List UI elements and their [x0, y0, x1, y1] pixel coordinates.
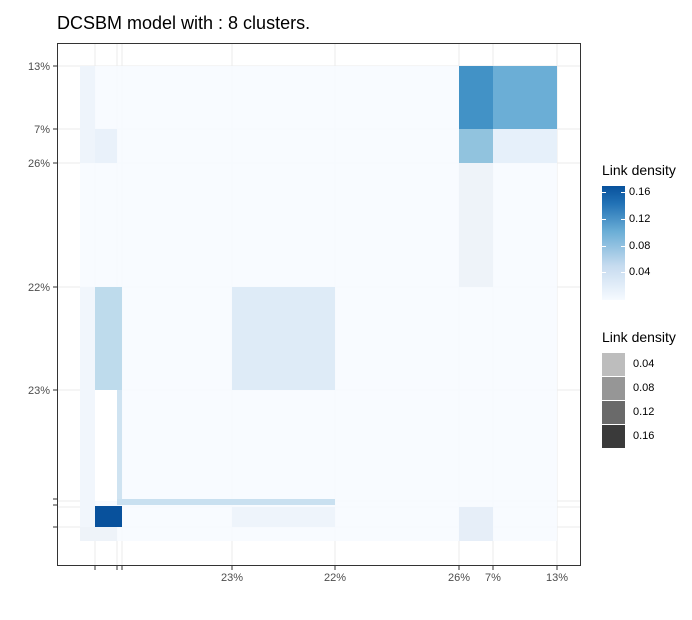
heatmap-cells — [80, 66, 557, 541]
y-tick-label: 13% — [28, 61, 50, 73]
heatmap-cell — [117, 390, 122, 501]
heatmap-cell — [80, 66, 95, 163]
legend-alpha-swatch — [602, 353, 625, 376]
y-tick-label: 7% — [34, 124, 50, 136]
heatmap-cell — [95, 390, 117, 501]
legend-alpha-label: 0.12 — [633, 406, 655, 418]
y-tick-label: 22% — [28, 282, 50, 294]
heatmap-cell — [459, 163, 493, 287]
legend-alpha-swatch — [602, 425, 625, 448]
x-tick-label: 7% — [485, 572, 501, 584]
y-tick-label: 26% — [28, 158, 50, 170]
legend-alpha-label: 0.04 — [633, 358, 655, 370]
legend-alpha-swatch — [602, 401, 625, 424]
heatmap-cell — [117, 499, 335, 505]
legend-alpha-label: 0.08 — [633, 382, 655, 394]
heatmap-cell — [232, 507, 335, 527]
panel-border — [57, 43, 581, 566]
legend-fill-tick: 0.12 — [629, 213, 651, 225]
y-tick-label: 23% — [28, 385, 50, 397]
x-tick-label: 26% — [448, 572, 470, 584]
chart-title: DCSBM model with : 8 clusters. — [57, 13, 311, 33]
legend-alpha-swatch — [602, 377, 625, 400]
legend-alpha: Link density 0.04 0.08 0.12 0.16 — [602, 329, 676, 448]
heatmap-cell — [95, 129, 117, 163]
legend-colorbar — [602, 186, 625, 300]
y-axis-ticks: 13% 7% 26% 22% 23% — [28, 61, 57, 528]
x-tick-label: 22% — [324, 572, 346, 584]
legend-fill-tick: 0.08 — [629, 240, 651, 252]
x-tick-label: 23% — [221, 572, 243, 584]
heatmap-cell — [80, 527, 117, 541]
x-axis-ticks: 23% 22% 26% 7% 13% — [94, 566, 568, 584]
heatmap-cell — [232, 287, 335, 390]
x-tick-label: 13% — [546, 572, 568, 584]
legend-fill: Link density 0.16 0.12 0.08 0.04 — [602, 162, 676, 300]
legend-alpha-title: Link density — [602, 329, 676, 345]
heatmap-cell — [493, 129, 557, 163]
legend-fill-tick: 0.16 — [629, 186, 651, 198]
heatmap-cell — [459, 129, 493, 163]
heatmap-cell — [80, 287, 95, 541]
legend-alpha-label: 0.16 — [633, 430, 655, 442]
heatmap-cell — [95, 506, 122, 527]
heatmap-cell — [459, 507, 493, 541]
legend-fill-title: Link density — [602, 162, 676, 178]
heatmap-cell — [493, 66, 557, 129]
heatmap-cell — [95, 287, 122, 390]
heatmap-cell — [459, 66, 493, 129]
legend-fill-tick: 0.04 — [629, 266, 651, 278]
